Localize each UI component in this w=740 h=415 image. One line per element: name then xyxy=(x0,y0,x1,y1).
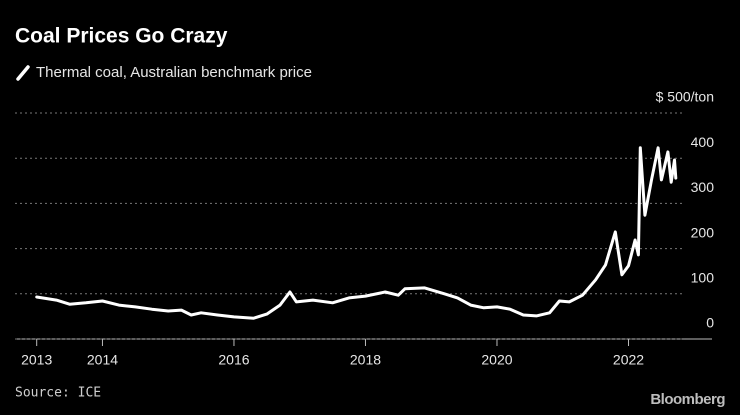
y-tick-label: 200 xyxy=(691,224,715,240)
y-tick-label: 400 xyxy=(691,134,715,150)
x-tick-label: 2016 xyxy=(218,352,249,368)
y-tick-label: $ 500/ton xyxy=(656,89,714,105)
chart-title: Coal Prices Go Crazy xyxy=(15,25,228,48)
x-tick-label: 2020 xyxy=(481,352,512,368)
y-tick-label: 100 xyxy=(691,270,715,286)
x-tick-label: 2014 xyxy=(87,352,118,368)
source: Source: ICE xyxy=(15,386,101,401)
x-tick-label: 2018 xyxy=(350,352,381,368)
legend-swatch xyxy=(16,65,30,81)
x-tick-label: 2013 xyxy=(21,352,52,368)
y-tick-label: 300 xyxy=(691,179,715,195)
legend-label: Thermal coal, Australian benchmark price xyxy=(36,64,312,81)
line xyxy=(35,146,678,320)
x-tick-label: 2022 xyxy=(613,352,644,368)
y-tick-label: 0 xyxy=(706,315,714,331)
brand: Bloomberg xyxy=(650,391,725,408)
